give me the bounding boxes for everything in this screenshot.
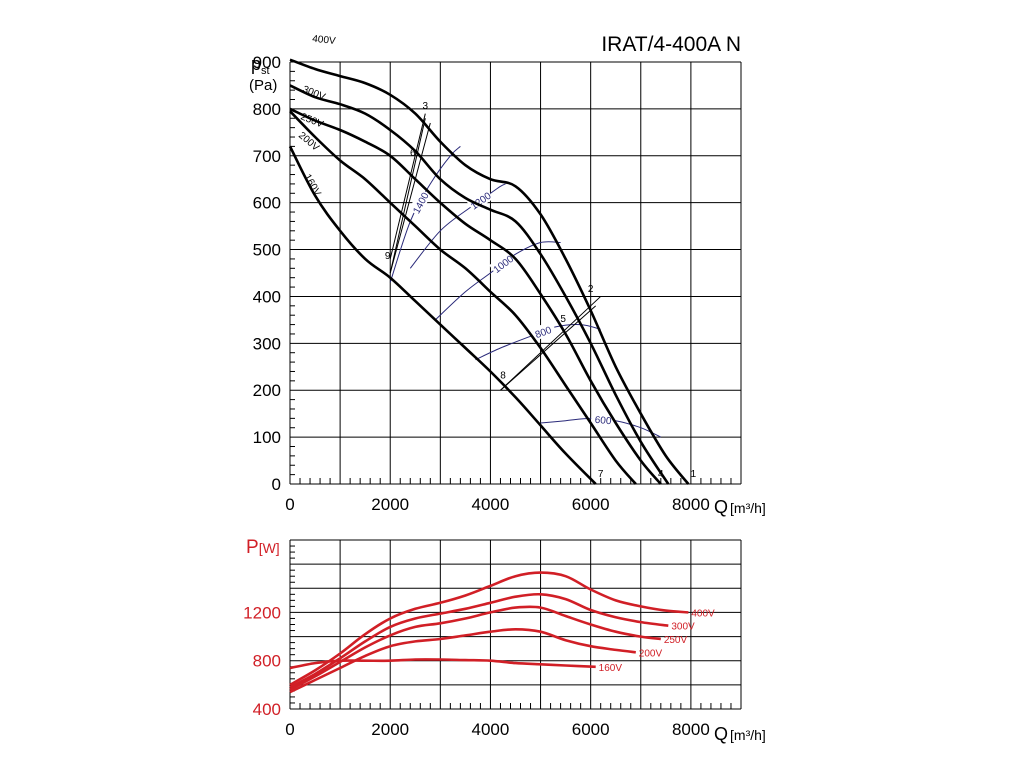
pressure-y-tick-label: 800 xyxy=(253,100,281,119)
power-chart: 0 2000 4000 6000 8000 400 800 1200 400V 300V 250… xyxy=(243,537,766,744)
operating-lines xyxy=(389,113,602,391)
power-y-tick-label: 400 xyxy=(253,700,281,719)
power-curve-label-250v: 250V xyxy=(664,635,688,646)
pressure-minor-ticks xyxy=(290,70,732,484)
point-label-9: 9 xyxy=(385,251,391,262)
pressure-y-tick-label: 900 xyxy=(253,53,281,72)
power-series xyxy=(289,571,689,694)
power-y-tick-label: 1200 xyxy=(243,603,281,622)
power-y-tick-labels: 400 800 1200 xyxy=(243,603,281,719)
power-curve-160v xyxy=(289,658,596,670)
pressure-x-tick-label: 0 xyxy=(285,495,294,514)
pressure-x-tick-label: 4000 xyxy=(472,495,510,514)
power-x-tick-label: 8000 xyxy=(672,720,710,739)
operating-line xyxy=(500,305,597,391)
pressure-x-label: Q [m³/h] xyxy=(714,497,766,517)
operating-line xyxy=(389,122,431,274)
point-label-6: 6 xyxy=(410,148,416,159)
pressure-curve-400v xyxy=(289,58,690,485)
power-curve-label-160v: 160V xyxy=(599,663,623,674)
power-y-label: P[W] xyxy=(246,537,280,558)
pressure-curve-160v xyxy=(288,145,597,485)
operating-line xyxy=(500,296,602,391)
pressure-y-tick-label: 0 xyxy=(272,475,281,494)
pressure-x-tick-label: 8000 xyxy=(672,495,710,514)
point-label-3: 3 xyxy=(423,101,429,112)
point-label-4: 4 xyxy=(658,469,664,480)
pressure-grid xyxy=(289,61,742,485)
power-x-tick-label: 2000 xyxy=(371,720,409,739)
power-curve-400v xyxy=(289,571,689,687)
power-curve-label-300v: 300V xyxy=(671,622,695,633)
pressure-curve-label-200v: 200V xyxy=(296,130,321,154)
power-curve-200v xyxy=(289,628,636,694)
point-label-5: 5 xyxy=(560,314,566,325)
pressure-curve-label-300v: 300V xyxy=(301,84,327,103)
power-grid xyxy=(289,539,742,710)
pressure-curve-label-400v: 400V xyxy=(312,34,337,47)
pressure-y-tick-label: 600 xyxy=(253,194,281,213)
power-x-tick-label: 0 xyxy=(285,720,294,739)
power-x-label: Q [m³/h] xyxy=(714,724,766,744)
power-curve-300v xyxy=(289,592,669,689)
pressure-y-tick-label: 700 xyxy=(253,147,281,166)
pressure-curve-250v xyxy=(289,107,662,485)
pressure-x-tick-labels: 0 2000 4000 6000 8000 xyxy=(285,495,710,514)
speed-label-600: 600 xyxy=(594,415,612,428)
speed-label-bg xyxy=(529,320,557,342)
pressure-y-tick-label: 300 xyxy=(253,334,281,353)
pressure-x-tick-label: 2000 xyxy=(371,495,409,514)
pressure-y-tick-label: 400 xyxy=(253,287,281,306)
power-minor-ticks xyxy=(290,545,732,709)
pressure-y-tick-labels: 0 100 200 300 400 500 600 700 800 900 xyxy=(253,53,281,494)
operating-line xyxy=(389,118,426,274)
point-label-7: 7 xyxy=(598,469,604,480)
point-label-8: 8 xyxy=(500,371,506,382)
power-curve-label-200v: 200V xyxy=(639,648,663,659)
speed-label-bg xyxy=(489,250,517,276)
point-label-2: 2 xyxy=(588,284,594,295)
power-x-tick-label: 4000 xyxy=(472,720,510,739)
pressure-curve-300v xyxy=(289,84,670,485)
speed-label-bg xyxy=(466,187,494,213)
pressure-curve-200v xyxy=(289,110,637,485)
point-labels: 1 2 3 4 5 6 7 8 9 xyxy=(385,101,697,480)
power-curve-label-400v: 400V xyxy=(691,608,715,619)
operating-line xyxy=(389,113,426,260)
speed-curve-1000 xyxy=(434,241,561,321)
power-x-tick-label: 6000 xyxy=(572,720,610,739)
pressure-chart: 0 2000 4000 6000 8000 0 100 200 300 400 500 600 700… xyxy=(249,34,766,517)
speed-label-bg xyxy=(408,188,432,217)
point-label-1: 1 xyxy=(691,469,697,480)
pressure-curve-label-250v: 250V xyxy=(299,111,325,130)
chart-title: IRAT/4-400A N xyxy=(601,33,741,56)
pressure-y-tick-label: 100 xyxy=(253,428,281,447)
power-y-tick-label: 800 xyxy=(253,652,281,671)
power-curve-250v xyxy=(289,605,661,691)
pressure-curve-label-160v: 160V xyxy=(301,172,322,198)
pressure-x-tick-label: 6000 xyxy=(572,495,610,514)
speed-curve-1400 xyxy=(389,146,461,283)
power-x-tick-labels: 0 2000 4000 6000 8000 xyxy=(285,720,710,739)
pressure-y-tick-label: 500 xyxy=(253,241,281,260)
pressure-y-label: pst xyxy=(251,54,270,77)
pressure-y-unit: (Pa) xyxy=(249,77,277,94)
pressure-y-tick-label: 200 xyxy=(253,381,281,400)
